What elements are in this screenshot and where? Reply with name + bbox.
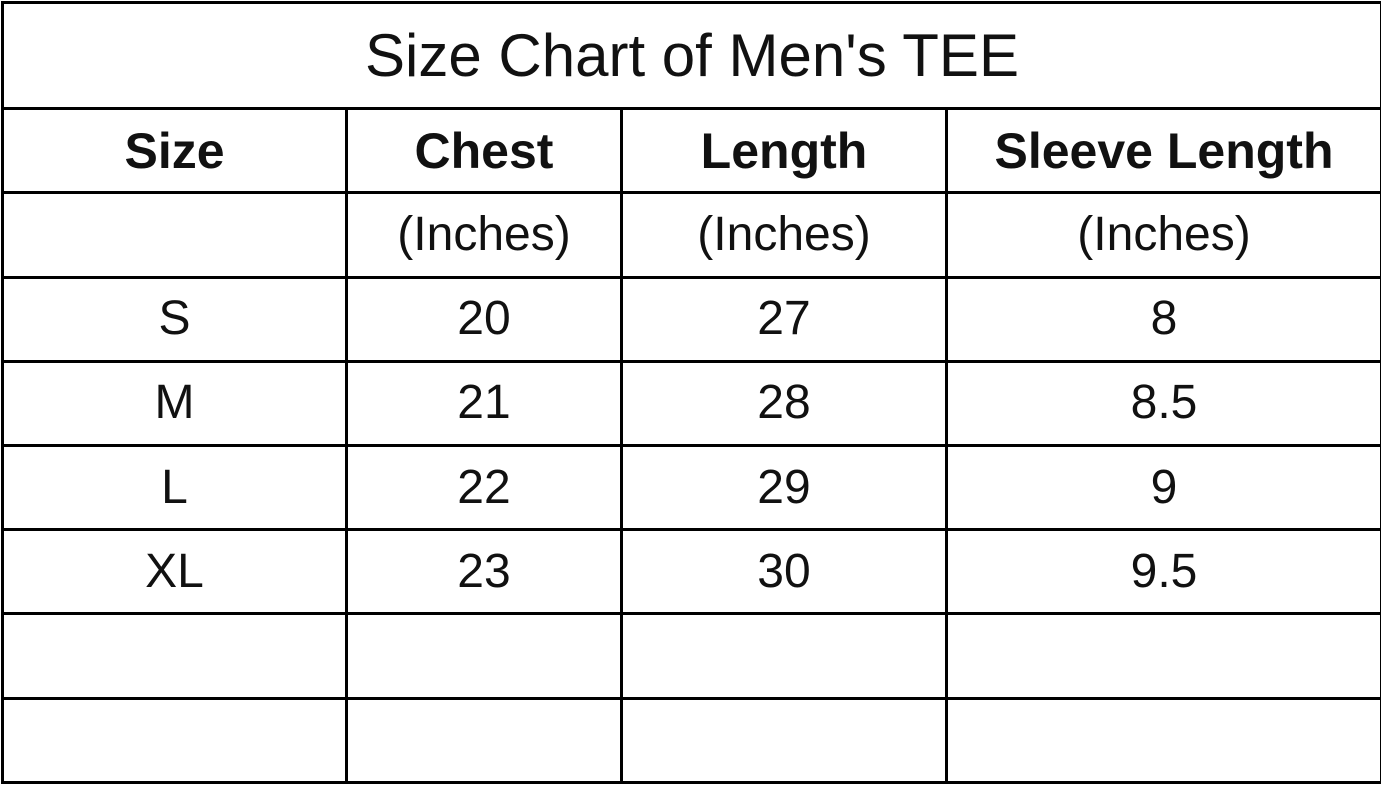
- empty-row: [3, 614, 1381, 698]
- header-cell: Sleeve Length: [947, 109, 1381, 193]
- data-row: XL 23 30 9.5: [3, 530, 1381, 614]
- value-cell: 23: [347, 530, 622, 614]
- table-title: Size Chart of Men's TEE: [3, 3, 1381, 109]
- title-row: Size Chart of Men's TEE: [3, 3, 1381, 109]
- value-cell: 30: [622, 530, 947, 614]
- value-cell: 27: [622, 277, 947, 361]
- header-cell: Length: [622, 109, 947, 193]
- size-cell: XL: [3, 530, 347, 614]
- size-cell: M: [3, 361, 347, 445]
- header-cell: Chest: [347, 109, 622, 193]
- unit-cell: (Inches): [347, 193, 622, 277]
- empty-cell: [3, 193, 347, 277]
- value-cell: 21: [347, 361, 622, 445]
- value-cell: 8: [947, 277, 1381, 361]
- empty-cell: [347, 698, 622, 782]
- data-row: M 21 28 8.5: [3, 361, 1381, 445]
- value-cell: 9: [947, 446, 1381, 530]
- size-cell: S: [3, 277, 347, 361]
- empty-cell: [622, 614, 947, 698]
- value-cell: 28: [622, 361, 947, 445]
- empty-cell: [947, 614, 1381, 698]
- value-cell: 22: [347, 446, 622, 530]
- value-cell: 29: [622, 446, 947, 530]
- empty-cell: [947, 698, 1381, 782]
- header-row: Size Chest Length Sleeve Length: [3, 109, 1381, 193]
- unit-cell: (Inches): [622, 193, 947, 277]
- empty-cell: [347, 614, 622, 698]
- units-row: (Inches) (Inches) (Inches): [3, 193, 1381, 277]
- empty-cell: [3, 698, 347, 782]
- value-cell: 8.5: [947, 361, 1381, 445]
- header-cell: Size: [3, 109, 347, 193]
- value-cell: 9.5: [947, 530, 1381, 614]
- size-cell: L: [3, 446, 347, 530]
- data-row: S 20 27 8: [3, 277, 1381, 361]
- empty-cell: [3, 614, 347, 698]
- value-cell: 20: [347, 277, 622, 361]
- empty-row: [3, 698, 1381, 782]
- data-row: L 22 29 9: [3, 446, 1381, 530]
- empty-cell: [622, 698, 947, 782]
- unit-cell: (Inches): [947, 193, 1381, 277]
